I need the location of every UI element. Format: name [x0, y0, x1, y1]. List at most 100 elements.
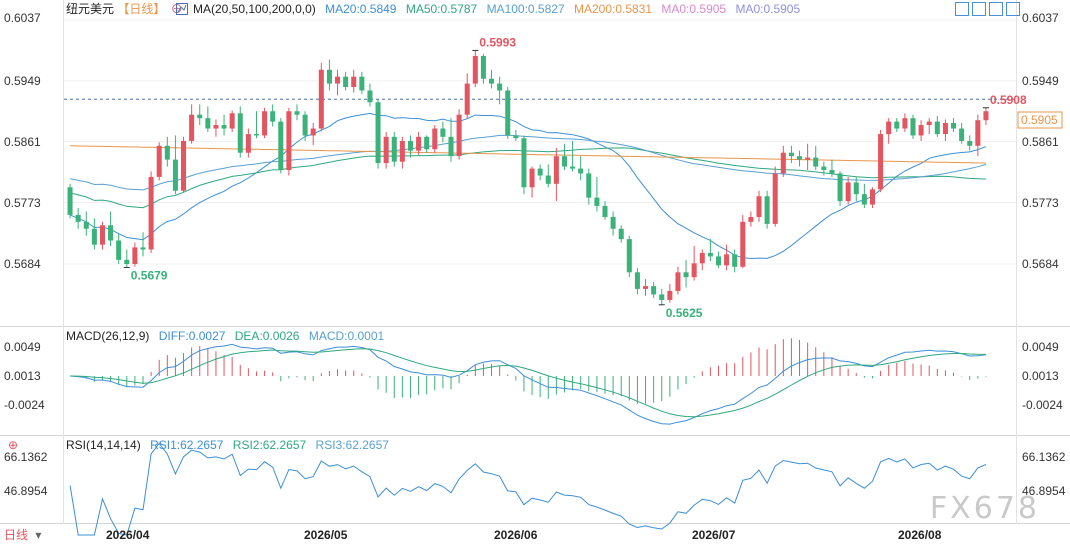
- ma50-line: [69, 147, 986, 209]
- macd-diff-line: [70, 343, 986, 425]
- current-price-box: [1017, 111, 1063, 129]
- candle-body: [399, 140, 405, 162]
- candle-body: [959, 128, 965, 141]
- price-tick-right: 0.5684: [1022, 257, 1059, 271]
- candle-body: [497, 83, 503, 91]
- candle-body: [245, 134, 251, 153]
- candle-body: [586, 173, 592, 198]
- extreme-label: 0.5908: [990, 93, 1027, 107]
- candle-body: [651, 286, 657, 295]
- candle-body: [553, 156, 559, 184]
- candle-body: [132, 247, 138, 264]
- candle-body: [618, 228, 624, 240]
- candle-body: [140, 247, 146, 250]
- candle-body: [934, 121, 940, 135]
- candle-body: [75, 214, 81, 222]
- current-price-label: 0.5905: [1021, 113, 1058, 127]
- candle-body: [489, 78, 495, 84]
- candle-body: [667, 290, 673, 300]
- candle-body: [594, 197, 600, 206]
- dropdown-arrow-icon[interactable]: ▾: [35, 528, 41, 542]
- candle-body: [707, 252, 713, 257]
- candle-body: [448, 136, 454, 157]
- candle-body: [318, 69, 324, 129]
- candle-body: [561, 156, 567, 167]
- candle-body: [156, 145, 162, 177]
- candle-body: [942, 122, 948, 135]
- candle-body: [383, 136, 389, 164]
- macd-tick-right: 0.0049: [1022, 340, 1059, 354]
- candle-body: [861, 194, 867, 205]
- macd-tick-left: 0.0013: [4, 369, 41, 383]
- candle-body: [537, 168, 543, 176]
- price-tick-left: 0.5949: [4, 74, 41, 88]
- crosshair-tool-icon[interactable]: [955, 2, 969, 16]
- ma100-line: [70, 134, 987, 191]
- candle-body: [951, 122, 957, 129]
- candle-body: [432, 128, 438, 150]
- candle-body: [164, 145, 170, 160]
- ma20-line: [69, 112, 987, 260]
- macd-tick-right: -0.0024: [1022, 398, 1063, 412]
- candle-body: [67, 187, 73, 215]
- candle-body: [99, 225, 105, 245]
- price-tick-right: 0.5949: [1022, 74, 1059, 88]
- candle-body: [797, 156, 803, 160]
- macd-tick-left: -0.0024: [4, 398, 45, 412]
- candle-body: [772, 173, 778, 224]
- period-label[interactable]: 【日线】: [117, 2, 165, 16]
- price-tick-right: 0.5773: [1022, 196, 1059, 210]
- macd-dea-line: [70, 348, 986, 418]
- price-tick-left: 0.5773: [4, 196, 41, 210]
- candle-body: [351, 76, 357, 88]
- macd-tick-right: 0.0013: [1022, 369, 1059, 383]
- symbol-name: 纽元美元: [66, 2, 114, 16]
- candle-body: [634, 272, 640, 289]
- candle-body: [229, 113, 235, 129]
- candle-body: [505, 90, 511, 136]
- ma50-value: MA50:0.5787: [406, 2, 478, 16]
- rsi3-value: RSI3:62.2657: [316, 438, 390, 452]
- extreme-label: 0.5625: [666, 306, 703, 320]
- candle-body: [732, 254, 738, 267]
- rsi-settings-icon[interactable]: ⊕: [8, 438, 18, 452]
- x-tick-label: 2026/08: [898, 528, 942, 542]
- candle-body: [521, 138, 527, 188]
- ma200-value: MA200:0.5831: [574, 2, 652, 16]
- price-tick-left: 0.5684: [4, 257, 41, 271]
- candle-body: [286, 111, 292, 170]
- rsi-params: RSI(14,14,14): [66, 438, 141, 452]
- layout-grid-icon[interactable]: [1006, 2, 1020, 16]
- candle-body: [602, 205, 608, 217]
- candle-body: [869, 189, 875, 205]
- candle-body: [108, 225, 114, 241]
- candle-body: [278, 121, 284, 170]
- price-tick-left: 0.5861: [4, 135, 41, 149]
- candle-body: [302, 114, 308, 136]
- candle-body: [464, 83, 470, 115]
- candle-body: [813, 157, 819, 167]
- candle-body: [715, 256, 721, 266]
- candle-body: [975, 120, 981, 146]
- candle-body: [253, 134, 259, 136]
- candle-body: [675, 272, 681, 291]
- period-button[interactable]: 日线 ▾: [4, 528, 41, 542]
- candle-body: [424, 136, 430, 150]
- candle-body: [213, 125, 219, 129]
- candle-body: [416, 136, 422, 151]
- extreme-label: 0.5679: [131, 268, 168, 282]
- x-tick-label: 2026/04: [106, 528, 150, 542]
- rsi-legend: RSI(14,14,14) RSI1:62.2657 RSI2:62.2657 …: [66, 438, 389, 452]
- fit-screen-icon[interactable]: [972, 2, 986, 16]
- price-tick-right: 0.5861: [1022, 135, 1059, 149]
- period-button-label[interactable]: 日线: [4, 528, 28, 542]
- ma0-value-2: MA0:0.5905: [735, 2, 800, 16]
- candle-body: [294, 111, 300, 115]
- indicator-panel-icon[interactable]: [989, 2, 1003, 16]
- rsi-tick-left: 66.1362: [4, 450, 48, 464]
- candle-body: [367, 90, 373, 103]
- candle-body: [391, 136, 397, 162]
- candle-body: [197, 114, 203, 119]
- candle-body: [570, 166, 576, 169]
